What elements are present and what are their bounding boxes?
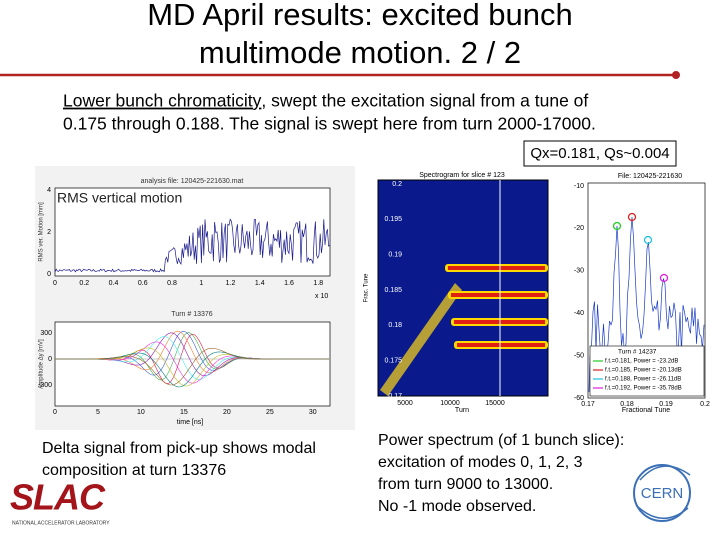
- axis-label: Amplitude Δy [mV]: [39, 339, 45, 389]
- peak-marker: [659, 273, 669, 283]
- cern-logo-text: CERN: [641, 485, 684, 502]
- x-tick-label: 10: [137, 409, 145, 416]
- spectrum-line: [588, 216, 705, 393]
- y-tick-label: 300: [40, 330, 52, 337]
- axis-label: Turn: [455, 407, 469, 414]
- delta-traces: [55, 330, 330, 388]
- plot-label: RMS vertical motion: [57, 190, 182, 206]
- x-tick-label: 0.8: [167, 280, 177, 287]
- y-tick-label: 0.175: [384, 358, 402, 365]
- x-tick-label: 0: [53, 409, 57, 416]
- x-tick-label: 1.4: [255, 280, 265, 287]
- mode-band-core: [451, 293, 545, 297]
- caption-line: composition at turn 13376: [42, 462, 226, 479]
- x-tick-label: 1.2: [226, 280, 236, 287]
- mode-band-core: [448, 266, 545, 270]
- x-tick-label: 20: [223, 409, 231, 416]
- peak-marker: [627, 212, 637, 222]
- caption-line: excitation of modes 0, 1, 2, 3: [378, 454, 583, 471]
- sweep-band: [380, 283, 462, 396]
- caption-line: from turn 9000 to 13000.: [378, 476, 553, 493]
- legend-entry: f.t.=0.185, Power = -20.13dB: [605, 368, 682, 374]
- slac-logo: SLAC: [10, 477, 106, 518]
- y-tick-label: -50: [574, 352, 584, 359]
- y-tick-label: 0.17: [388, 393, 402, 400]
- y-tick-label: -40: [574, 310, 584, 317]
- x-tick-label: 25: [266, 409, 274, 416]
- y-tick-label: 0: [47, 271, 51, 278]
- top-axes: [54, 187, 331, 277]
- title-line: multimode motion. 2 / 2: [199, 35, 521, 70]
- x-tick-label: 0: [53, 280, 57, 287]
- x-tick-label: 0.2: [79, 280, 89, 287]
- axis-multiplier: x 10: [315, 293, 328, 300]
- tunes-box: [523, 140, 677, 167]
- y-tick-label: -10: [574, 183, 584, 190]
- tunes-label: Qx=0.181, Qs~0.004: [530, 145, 669, 162]
- y-tick-label: 4: [47, 187, 51, 194]
- x-tick-label: 5: [96, 409, 100, 416]
- legend-entry: f.t.=0.188, Power = -26.11dB: [605, 377, 681, 383]
- y-tick-label: 0.195: [384, 216, 402, 223]
- y-tick-label: -300: [38, 382, 52, 389]
- legend-title: Turn # 14237: [618, 349, 657, 356]
- caption-line: No -1 mode observed.: [378, 498, 536, 515]
- x-tick-label: 0.18: [620, 401, 634, 408]
- plot-title: Spectrogram for slice # 123: [419, 172, 505, 179]
- axis-label: Fractional Tune: [622, 407, 670, 414]
- plot-title: File: 120425-221630: [618, 173, 682, 180]
- x-tick-label: 30: [309, 409, 317, 416]
- cern-logo: [633, 464, 691, 522]
- spectrum-trace: [588, 212, 705, 393]
- spectrogram-image: [380, 180, 548, 396]
- y-tick-label: 0.185: [384, 287, 402, 294]
- caption-line: Power spectrum (of 1 bunch slice):: [378, 432, 624, 449]
- x-tick-label: 0.17: [581, 401, 595, 408]
- title-line: MD April results: excited bunch: [147, 0, 573, 32]
- x-tick-label: 0.19: [659, 401, 673, 408]
- x-tick-label: 0.6: [138, 280, 148, 287]
- x-tick-label: 1: [199, 280, 203, 287]
- y-tick-label: 0.2: [392, 181, 402, 188]
- y-tick-label: 0: [48, 356, 52, 363]
- x-tick-label: 0.4: [109, 280, 119, 287]
- delta-line: [55, 348, 329, 386]
- x-tick-label: 0.2: [700, 401, 710, 408]
- mode-band-core: [457, 343, 545, 347]
- y-tick-label: -20: [574, 225, 584, 232]
- slac-subtitle: NATIONAL ACCELERATOR LABORATORY: [12, 520, 110, 526]
- x-tick-label: 10000: [440, 400, 460, 407]
- intro-text: 0.175 through 0.188. The signal is swept…: [63, 114, 596, 134]
- plot-title: analysis file: 120425-221630.mat: [141, 178, 244, 185]
- rms-line: [54, 218, 330, 273]
- peak-marker: [612, 221, 622, 231]
- legend-entry: f.t.=0.181, Power = -23.2dB: [605, 359, 678, 365]
- axis-label: time [ns]: [177, 419, 204, 426]
- x-tick-label: 15000: [485, 400, 505, 407]
- plot-title: Turn # 13376: [171, 311, 212, 318]
- y-tick-label: 0.19: [388, 252, 402, 259]
- axis-label: RMS ver. Motion [mm]: [39, 202, 45, 262]
- y-tick-label: -30: [574, 268, 584, 275]
- x-tick-label: 1.8: [313, 280, 323, 287]
- y-tick-label: 0.18: [388, 322, 402, 329]
- spectrum-legend: [589, 345, 705, 397]
- y-tick-label: -60: [574, 395, 584, 402]
- caption-line: Delta signal from pick-up shows modal: [42, 440, 316, 457]
- intro-text: , swept the excitation signal from a tun…: [261, 91, 588, 111]
- x-tick-label: 15: [180, 409, 188, 416]
- title-rule-dot: [672, 71, 680, 79]
- intro-underlined: Lower bunch chromaticity: [63, 91, 262, 111]
- rms-trace: [54, 218, 330, 273]
- x-tick-label: 1.6: [284, 280, 294, 287]
- axis-label: Frac. Tune: [364, 273, 370, 302]
- legend-entry: f.t.=0.192, Power = -35.78dB: [605, 386, 682, 392]
- x-tick-label: 5000: [397, 400, 413, 407]
- peak-marker: [643, 235, 653, 245]
- y-tick-label: 2: [47, 229, 51, 236]
